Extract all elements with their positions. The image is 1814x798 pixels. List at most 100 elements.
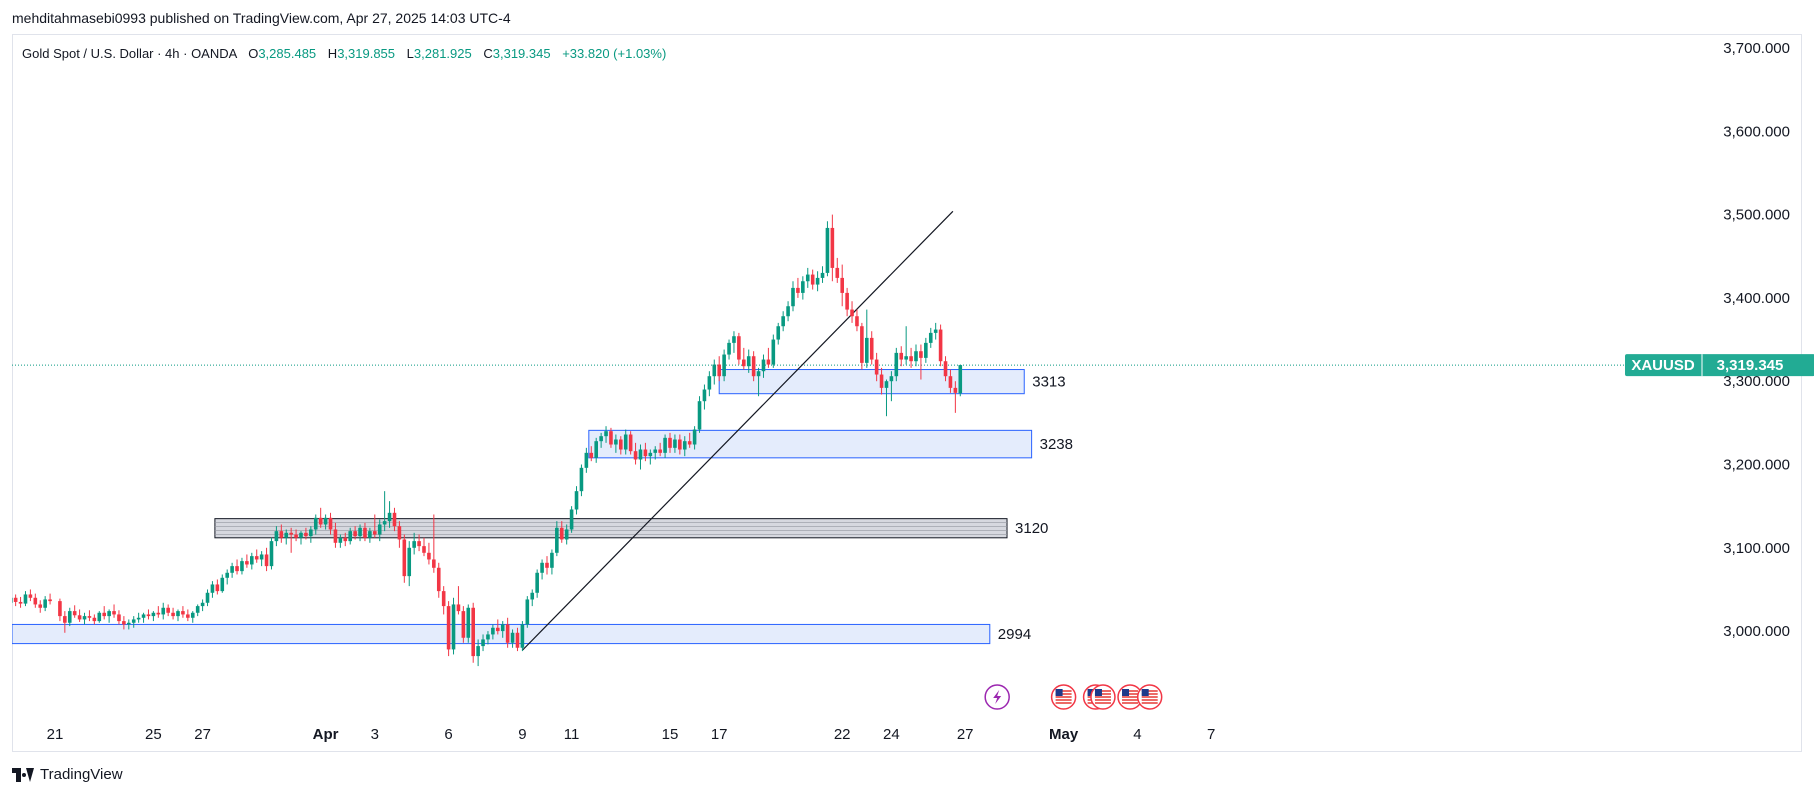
candle-body	[786, 306, 790, 317]
candle	[530, 589, 535, 607]
candle-body	[230, 566, 234, 573]
candle-body	[525, 599, 530, 625]
candle-body	[102, 612, 106, 617]
candle-body	[840, 277, 844, 293]
candle	[628, 431, 633, 455]
candle-body	[254, 556, 259, 560]
candle-body	[825, 227, 830, 273]
candle-body	[313, 517, 318, 530]
candle	[825, 221, 830, 277]
candle	[564, 524, 569, 545]
candle-body	[564, 529, 569, 540]
candle	[309, 526, 313, 543]
candle	[766, 347, 771, 368]
candle-body	[653, 449, 658, 453]
candle-body	[727, 342, 731, 355]
candle	[820, 266, 825, 283]
candle	[550, 549, 554, 575]
candle	[599, 432, 603, 448]
candle	[953, 381, 958, 413]
candle-body	[92, 617, 97, 622]
candle	[151, 611, 156, 622]
candle	[869, 331, 874, 365]
candle-body	[535, 572, 539, 593]
candle	[727, 339, 731, 360]
candle-body	[771, 339, 776, 365]
candle	[712, 359, 717, 385]
candle-body	[200, 602, 205, 607]
zone-3120	[214, 518, 1008, 539]
y-tick-label: 3,000.000	[1723, 623, 1790, 640]
candle	[131, 616, 136, 628]
candle	[392, 507, 397, 532]
candle	[732, 331, 736, 353]
candle	[717, 356, 721, 382]
tradingview-brand[interactable]: TradingView	[12, 766, 123, 783]
candle-body	[948, 376, 953, 388]
candle	[92, 614, 97, 625]
candle	[515, 627, 520, 652]
candle	[43, 596, 47, 612]
candle-body	[205, 592, 210, 603]
candle-body	[776, 326, 781, 340]
x-tick-label: 11	[564, 726, 580, 743]
candle	[397, 521, 402, 548]
candle-body	[141, 614, 146, 618]
low-value: 3,281.925	[413, 46, 472, 61]
candle-body	[97, 612, 102, 622]
candle	[781, 311, 785, 332]
candle-body	[623, 434, 628, 450]
candle-body	[801, 281, 805, 293]
plot-area: 3313 3238 3120 2994	[12, 210, 1700, 710]
candle	[899, 346, 904, 367]
candle	[102, 606, 106, 620]
us-flag-icon	[1050, 684, 1077, 710]
candle-body	[67, 611, 72, 623]
candle-body	[181, 611, 185, 615]
candle	[874, 352, 879, 382]
candle	[678, 434, 682, 455]
candle-body	[215, 584, 220, 592]
candle-body	[697, 401, 702, 430]
x-tick-label: 17	[711, 726, 728, 743]
candle-body	[284, 532, 289, 538]
candle-body	[333, 529, 338, 543]
candle	[240, 557, 244, 575]
candle	[245, 554, 249, 568]
candle	[13, 594, 18, 607]
candle-body	[456, 604, 461, 612]
candle-body	[505, 624, 510, 643]
candle	[230, 562, 234, 578]
candle-body	[550, 552, 554, 568]
zone-2994	[12, 623, 991, 645]
candle-body	[717, 364, 721, 377]
candle	[486, 631, 490, 645]
candle-body	[953, 387, 958, 393]
candle	[250, 552, 254, 570]
candle-body	[658, 449, 662, 453]
candle	[353, 526, 357, 540]
candle-body	[894, 352, 899, 377]
candle	[510, 629, 515, 648]
candle-body	[363, 527, 367, 538]
symbol-title: Gold Spot / U.S. Dollar · 4h · OANDA	[22, 46, 237, 61]
candle	[427, 542, 431, 565]
candle-body	[796, 287, 800, 293]
candle-body	[18, 601, 23, 604]
candle-body	[599, 436, 603, 442]
candle-body	[638, 449, 643, 460]
candle	[638, 444, 643, 470]
candle	[614, 434, 618, 453]
candle	[491, 624, 495, 640]
y-tick-label: 3,300.000	[1723, 373, 1790, 390]
chart-pane[interactable]	[12, 34, 1802, 752]
candle-body	[481, 639, 485, 647]
candle	[668, 432, 672, 453]
candle-body	[87, 616, 92, 618]
candle	[505, 617, 510, 648]
candle	[373, 514, 377, 538]
candle	[466, 604, 471, 643]
candle	[909, 347, 913, 368]
candle-body	[397, 526, 402, 540]
